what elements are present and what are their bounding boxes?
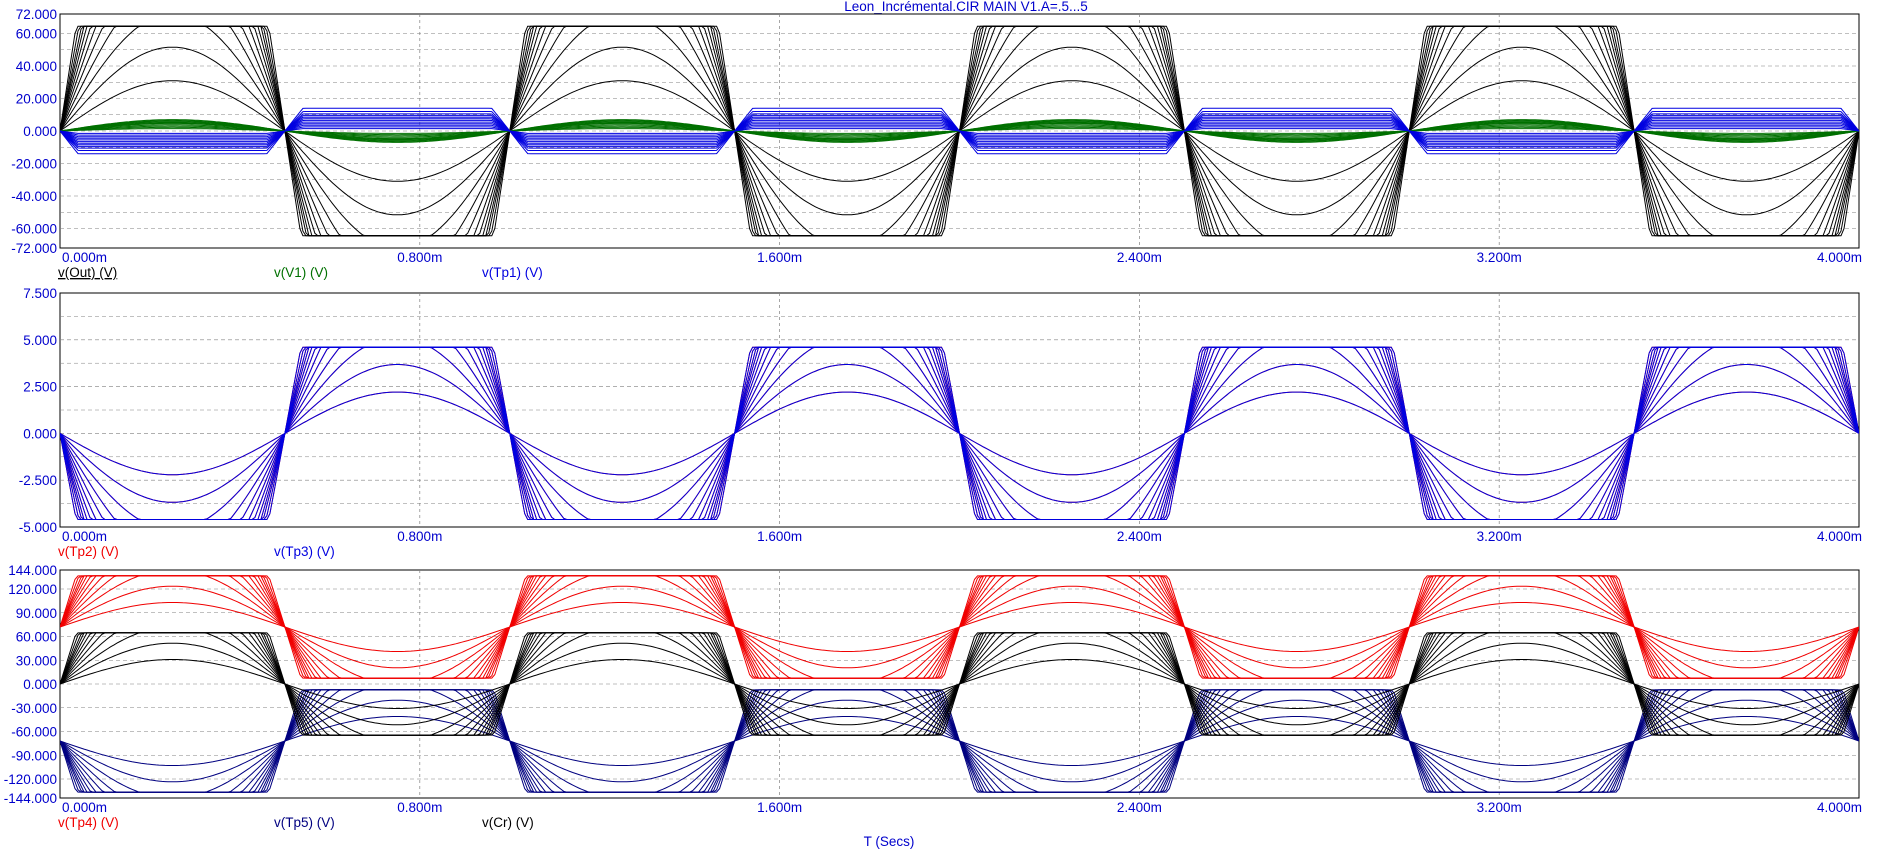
panel-1: 72.000 60.000 40.000 20.000 0.000 -20.000 -40.… <box>11 7 1862 280</box>
x-tick-label: 0.000m <box>62 800 107 815</box>
chart-title: Leon_Incrémental.CIR MAIN V1.A=.5...5 <box>844 0 1088 14</box>
x-tick-label: 4.000m <box>1817 250 1862 265</box>
y-tick-label: 72.000 <box>16 7 57 22</box>
y-tick-label: 20.000 <box>16 92 57 107</box>
y-tick-label: 144.000 <box>8 563 57 578</box>
x-axis-label: T (Secs) <box>864 834 915 849</box>
y-tick-label: -30.000 <box>11 701 57 716</box>
y-tick-label: -20.000 <box>11 157 57 172</box>
y-tick-label: 30.000 <box>16 653 57 668</box>
y-tick-label: -2.500 <box>19 473 57 488</box>
y-tick-label: -72.000 <box>11 241 57 256</box>
trace-line <box>60 575 1859 679</box>
series-v-cr-v <box>60 632 1859 736</box>
x-tick-label: 3.200m <box>1477 250 1522 265</box>
series-v-tp1-v <box>60 107 1859 155</box>
legend-entry: v(Tp3) (V) <box>274 544 335 559</box>
legend-entry: v(Tp2) (V) <box>58 544 119 559</box>
y-tick-label: 7.500 <box>23 286 57 301</box>
x-tick-label: 2.400m <box>1117 800 1162 815</box>
y-tick-label: -60.000 <box>11 725 57 740</box>
x-tick-label: 0.800m <box>397 800 442 815</box>
panel-2: 7.500 5.000 2.500 0.000 -2.500 -5.000 0.000m 0.… <box>19 286 1862 559</box>
y-tick-label: -40.000 <box>11 189 57 204</box>
y-tick-label: -5.000 <box>19 520 57 535</box>
y-tick-label: -120.000 <box>4 772 57 787</box>
x-tick-label: 0.000m <box>62 529 107 544</box>
x-tick-label: 2.400m <box>1117 250 1162 265</box>
traces <box>60 346 1859 520</box>
traces <box>60 25 1859 237</box>
x-tick-label: 1.600m <box>757 529 802 544</box>
y-tick-label: 0.000 <box>23 677 57 692</box>
legend-entry: v(Out) (V) <box>58 265 117 280</box>
trace-line <box>60 346 1859 520</box>
x-tick-label: 1.600m <box>757 250 802 265</box>
legend-entry: v(V1) (V) <box>274 265 328 280</box>
y-tick-label: 0.000 <box>23 124 57 139</box>
x-tick-label: 0.800m <box>397 529 442 544</box>
trace-line <box>60 632 1859 736</box>
x-tick-label: 3.200m <box>1477 529 1522 544</box>
legend-entry: v(Cr) (V) <box>482 815 534 830</box>
x-tick-label: 4.000m <box>1817 529 1862 544</box>
y-tick-label: 5.000 <box>23 333 57 348</box>
x-tick-label: 0.000m <box>62 250 107 265</box>
y-tick-label: -60.000 <box>11 222 57 237</box>
y-tick-label: 0.000 <box>23 426 57 441</box>
legend-entry: v(Tp5) (V) <box>274 815 335 830</box>
series-v-tp3-v <box>60 346 1859 520</box>
x-tick-label: 3.200m <box>1477 800 1522 815</box>
x-tick-label: 0.800m <box>397 250 442 265</box>
y-tick-label: 2.500 <box>23 380 57 395</box>
y-tick-label: 60.000 <box>16 27 57 42</box>
y-tick-label: 60.000 <box>16 630 57 645</box>
trace-line <box>60 689 1859 793</box>
series-v-tp4-v <box>60 575 1859 679</box>
trace-line <box>60 107 1859 155</box>
y-tick-label: 90.000 <box>16 606 57 621</box>
y-tick-label: 120.000 <box>8 582 57 597</box>
y-tick-label: -144.000 <box>4 791 57 806</box>
legend-entry: v(Tp4) (V) <box>58 815 119 830</box>
x-tick-label: 1.600m <box>757 800 802 815</box>
panel-3: 144.000 120.000 90.000 60.000 30.000 0.000 -30… <box>4 563 1862 830</box>
y-tick-label: 40.000 <box>16 59 57 74</box>
series-v-tp5-v <box>60 689 1859 793</box>
x-tick-label: 4.000m <box>1817 800 1862 815</box>
traces <box>60 575 1859 793</box>
y-tick-label: -90.000 <box>11 748 57 763</box>
legend-entry: v(Tp1) (V) <box>482 265 543 280</box>
x-tick-label: 2.400m <box>1117 529 1162 544</box>
